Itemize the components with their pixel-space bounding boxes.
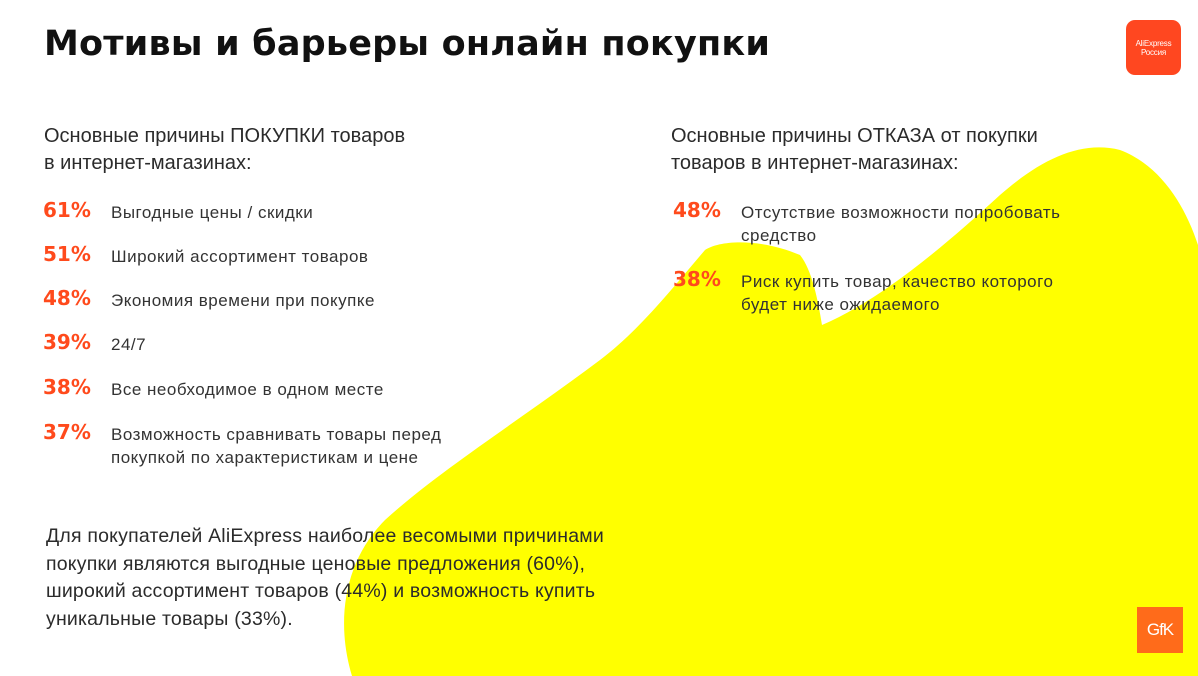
reason-text: Экономия времени при покупке: [111, 289, 375, 312]
reason-text: 24/7: [111, 333, 146, 356]
reason-line: Возможность сравнивать товары перед: [111, 425, 442, 444]
reason-percent: 38%: [43, 375, 91, 399]
reason-line: Риск купить товар, качество которого: [741, 272, 1054, 291]
summary-line: Для покупателей AliExpress наиболее весо…: [46, 525, 604, 547]
gfk-logo: GfK: [1137, 607, 1183, 653]
reason-percent: 38%: [673, 267, 721, 291]
reason-line: Отсутствие возможности попробовать: [741, 203, 1061, 222]
reason-text: Возможность сравнивать товары перед поку…: [111, 423, 441, 469]
summary-line: уникальные товары (33%).: [46, 607, 293, 630]
reason-text: Все необходимое в одном месте: [111, 378, 384, 401]
summary-line: покупки являются выгодные ценовые предло…: [46, 552, 586, 575]
aliexpress-logo-subtext: Россия: [1140, 47, 1167, 57]
heading-line: Основные причины ПОКУПКИ товаров: [44, 125, 406, 147]
reason-percent: 37%: [43, 420, 91, 444]
reason-line: будет ниже ожидаемого: [741, 295, 940, 314]
refusal-reasons-heading: Основные причины ОТКАЗА от покупки товар…: [671, 123, 1038, 177]
summary-line: широкий ассортимент товаров (44%) и возм…: [46, 580, 596, 602]
heading-line: в интернет-магазинах:: [44, 152, 252, 174]
aliexpress-logo-text: AliExpress: [1135, 38, 1172, 48]
reason-text: Широкий ассортимент товаров: [111, 245, 368, 268]
reason-text: Выгодные цены / скидки: [111, 201, 313, 224]
reason-percent: 61%: [43, 198, 91, 222]
reason-text: Риск купить товар, качество которого буд…: [741, 270, 1053, 316]
reason-percent: 48%: [673, 198, 721, 222]
reason-text: Отсутствие возможности попробовать средс…: [741, 201, 1061, 247]
page-title: Мотивы и барьеры онлайн покупки: [44, 24, 771, 64]
reason-line: Выгодные цены / скидки: [111, 203, 314, 222]
purchase-reasons-heading: Основные причины ПОКУПКИ товаров в интер…: [44, 123, 405, 177]
reason-line: покупкой по характеристикам и цене: [111, 448, 419, 467]
reason-percent: 39%: [43, 330, 91, 354]
reason-line: средство: [741, 226, 817, 245]
reason-percent: 48%: [43, 286, 91, 310]
heading-line: Основные причины ОТКАЗА от покупки: [671, 125, 1038, 147]
reason-line: Широкий ассортимент товаров: [111, 247, 369, 266]
reason-percent: 51%: [43, 242, 91, 266]
reason-line: Все необходимое в одном месте: [111, 380, 384, 399]
gfk-logo-text: GfK: [1146, 620, 1174, 639]
heading-line: товаров в интернет-магазинах:: [671, 152, 959, 174]
reason-line: Экономия времени при покупке: [111, 291, 375, 310]
aliexpress-logo: AliExpress Россия: [1126, 20, 1181, 75]
summary-paragraph: Для покупателей AliExpress наиболее весо…: [46, 523, 604, 633]
reason-line: 24/7: [111, 335, 147, 354]
